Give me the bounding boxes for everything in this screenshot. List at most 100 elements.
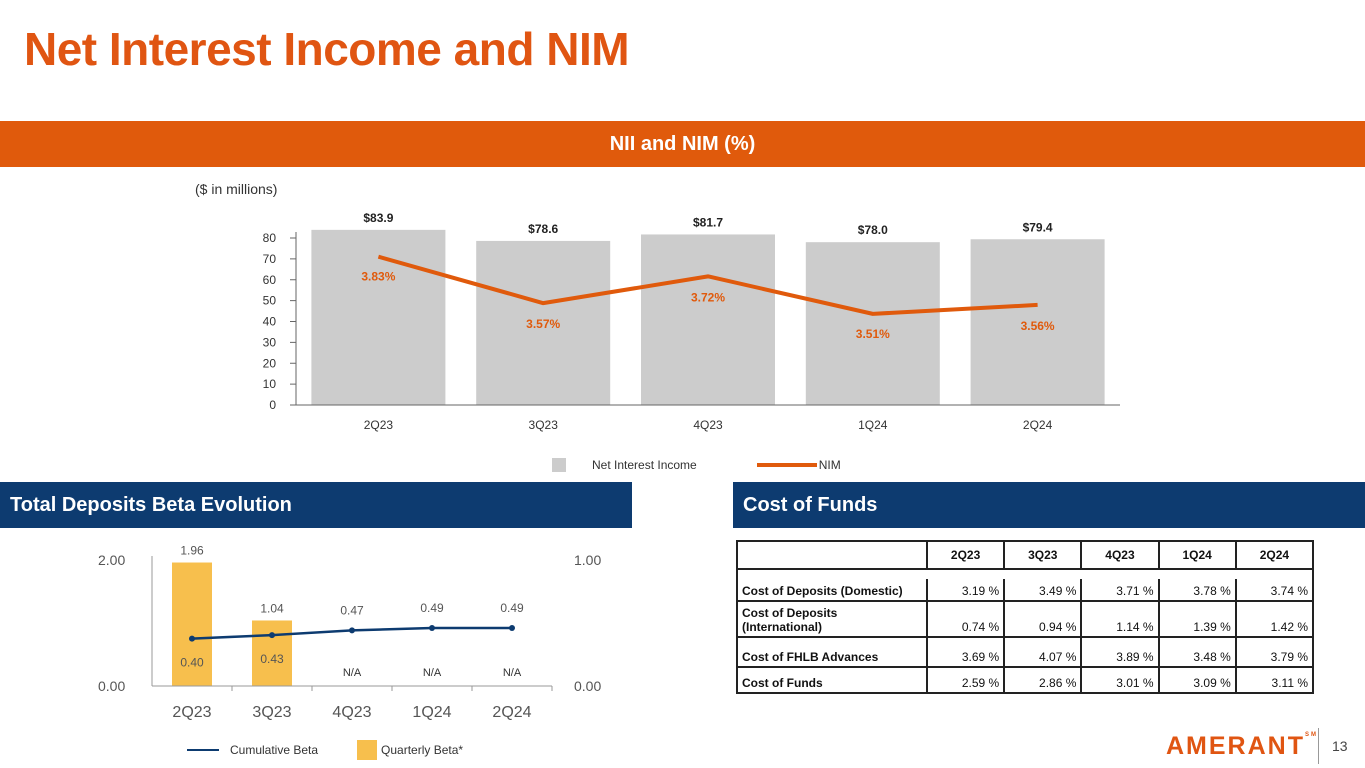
cof-col-header: 3Q23 (1003, 540, 1083, 570)
x-tick-label: 2Q23 (172, 704, 211, 721)
x-tick-label: 3Q23 (252, 704, 291, 721)
table-row: Cost of FHLB Advances 3.69 % 4.07 % 3.89… (736, 637, 1315, 668)
cum-beta-legend-label: Cumulative Beta (230, 743, 319, 757)
cof-col-header: 1Q24 (1157, 540, 1237, 570)
y-tick-label: 30 (263, 335, 277, 349)
row-label: Cost of Deposits (Domestic) (736, 579, 928, 602)
nim-label: 3.72% (691, 290, 725, 304)
quarterly-beta-label: N/A (503, 667, 522, 679)
left-axis-max: 2.00 (98, 552, 125, 568)
cum-beta-legend-swatch (187, 749, 219, 751)
y-tick-label: 80 (263, 231, 277, 245)
table-cell: 3.49 % (1004, 579, 1083, 602)
left-axis-min: 0.00 (98, 678, 125, 694)
cumulative-beta-point (509, 624, 515, 631)
quarterly-beta-label: 1.04 (260, 601, 284, 615)
row-label-line2: (International) (742, 620, 822, 634)
nii-bar-label: $81.7 (693, 215, 723, 229)
y-tick-label: 70 (263, 252, 277, 266)
x-tick-label: 2Q24 (1023, 418, 1053, 432)
quarterly-beta-bar (252, 620, 292, 686)
cumulative-beta-point (349, 627, 355, 634)
x-tick-label: 1Q24 (858, 418, 888, 432)
quarterly-beta-bar (172, 562, 212, 686)
nim-label: 3.56% (1021, 319, 1055, 333)
right-axis-max: 1.00 (574, 552, 601, 568)
table-cell: 4.07 % (1004, 637, 1083, 668)
nii-bar (805, 242, 940, 405)
cumulative-beta-point (429, 624, 435, 631)
nim-legend-label: NIM (818, 458, 841, 472)
table-cell: 3.48 % (1158, 637, 1237, 668)
table-cell: 0.74 % (927, 601, 1006, 638)
nim-legend-swatch (756, 463, 817, 467)
nim-label: 3.83% (361, 270, 395, 284)
table-cell: 3.89 % (1081, 637, 1160, 668)
units-note: ($ in millions) (195, 181, 278, 197)
cumulative-beta-label: 0.40 (180, 656, 204, 670)
table-cell: 3.11 % (1235, 667, 1315, 694)
row-label: Cost of FHLB Advances (736, 637, 928, 668)
nii-bar-label: $83.9 (363, 211, 393, 225)
page-title: Net Interest Income and NIM (24, 23, 630, 75)
nii-legend-label: Net Interest Income (592, 458, 697, 472)
table-cell: 3.19 % (927, 579, 1006, 602)
y-tick-label: 20 (263, 356, 277, 370)
y-tick-label: 0 (269, 398, 276, 412)
row-label-line1: Cost of Deposits (742, 606, 838, 620)
nii-nim-chart: $83.9 2Q23 $78.6 3Q23 $81.7 4Q23 $78.0 1Q24 $79.… (263, 211, 1120, 432)
cumulative-beta-label: 0.49 (420, 601, 444, 615)
x-tick-label: 2Q24 (492, 704, 531, 721)
x-tick-label: 4Q23 (693, 418, 723, 432)
nii-bar-label: $78.6 (528, 222, 558, 236)
nii-bar-label: $79.4 (1023, 220, 1053, 234)
cumulative-beta-point (269, 632, 275, 639)
cof-section-header: Cost of Funds (733, 482, 1365, 528)
logo-text: AMERANT (1166, 732, 1305, 760)
right-axis-min: 0.00 (574, 678, 601, 694)
quarterly-beta-label: 1.96 (180, 544, 204, 558)
nii-bar-label: $78.0 (858, 223, 888, 237)
y-tick-label: 10 (263, 377, 277, 391)
cof-col-header: 4Q23 (1080, 540, 1160, 570)
x-tick-label: 1Q24 (412, 704, 451, 721)
table-cell: 3.74 % (1235, 579, 1315, 602)
nim-label: 3.57% (526, 317, 560, 331)
table-cell: 2.86 % (1004, 667, 1083, 694)
qtr-beta-legend-label: Quarterly Beta* (381, 743, 464, 757)
cost-of-funds-table: 2Q23 3Q23 4Q23 1Q24 2Q24 Cost of Deposit… (736, 540, 1315, 694)
table-cell: 3.71 % (1081, 579, 1160, 602)
nii-section-header: NII and NIM (%) (0, 121, 1365, 167)
row-label: Cost of Funds (736, 667, 928, 694)
y-tick-label: 50 (263, 294, 277, 308)
logo-divider (1318, 728, 1319, 764)
table-cell: 3.79 % (1235, 637, 1315, 668)
y-tick-label: 40 (263, 315, 277, 329)
table-cell: 0.94 % (1004, 601, 1083, 638)
cumulative-beta-label: 0.43 (260, 652, 284, 666)
table-cell: 1.39 % (1158, 601, 1237, 638)
nim-label: 3.51% (856, 327, 890, 341)
nii-legend-swatch (552, 458, 566, 472)
table-row: Cost of Deposits (Domestic) 3.19 % 3.49 … (736, 579, 1315, 602)
table-cell: 1.14 % (1081, 601, 1160, 638)
nii-bar (970, 239, 1105, 405)
qtr-beta-legend-swatch (357, 740, 378, 760)
cumulative-beta-label: 0.49 (500, 601, 524, 615)
cof-header-blank (736, 540, 928, 570)
logo-tm: SM (1305, 732, 1318, 738)
beta-legend: Cumulative Beta Quarterly Beta* (187, 740, 463, 760)
cof-col-header: 2Q24 (1234, 540, 1315, 570)
table-cell: 2.59 % (927, 667, 1006, 694)
nii-legend: Net Interest Income NIM (552, 458, 841, 472)
table-row: Cost of Deposits (International) 0.74 % 0… (736, 601, 1315, 638)
table-cell: 3.01 % (1081, 667, 1160, 694)
nim-line (377, 254, 1038, 316)
table-cell: 3.09 % (1158, 667, 1237, 694)
nii-bar (311, 229, 446, 405)
table-cell: 3.69 % (927, 637, 1006, 668)
quarterly-beta-label: N/A (423, 667, 442, 679)
table-cell: 1.42 % (1235, 601, 1315, 638)
x-tick-label: 3Q23 (529, 418, 559, 432)
y-tick-label: 60 (263, 273, 277, 287)
